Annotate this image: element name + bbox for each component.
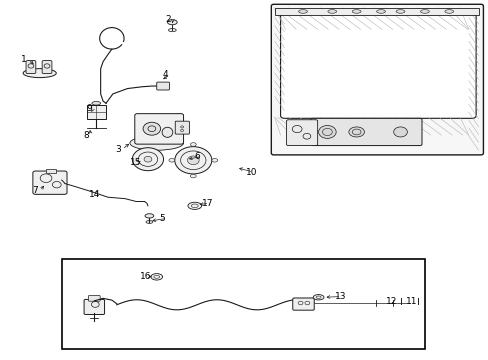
Bar — [61, 259, 424, 348]
Text: 13: 13 — [334, 292, 346, 301]
Circle shape — [144, 156, 152, 162]
Text: 11: 11 — [406, 297, 417, 306]
Ellipse shape — [298, 10, 307, 13]
Bar — [46, 169, 56, 173]
Text: 7: 7 — [32, 186, 38, 195]
Text: 17: 17 — [202, 199, 213, 208]
FancyBboxPatch shape — [135, 114, 183, 144]
Circle shape — [187, 156, 199, 165]
Ellipse shape — [327, 10, 336, 13]
FancyBboxPatch shape — [33, 171, 67, 194]
Text: 4: 4 — [162, 71, 168, 80]
Ellipse shape — [351, 10, 360, 13]
FancyBboxPatch shape — [26, 60, 36, 73]
Circle shape — [318, 126, 335, 138]
FancyBboxPatch shape — [157, 82, 169, 90]
Text: 9: 9 — [86, 104, 92, 113]
Ellipse shape — [444, 10, 453, 13]
Ellipse shape — [162, 127, 172, 137]
Ellipse shape — [168, 28, 176, 32]
Ellipse shape — [420, 10, 428, 13]
Ellipse shape — [395, 10, 404, 13]
Ellipse shape — [130, 136, 183, 150]
Ellipse shape — [190, 174, 196, 178]
Circle shape — [393, 127, 407, 137]
Ellipse shape — [211, 158, 217, 162]
Text: 12: 12 — [385, 297, 396, 306]
Ellipse shape — [190, 143, 196, 146]
Text: 2: 2 — [165, 15, 171, 24]
Ellipse shape — [146, 221, 153, 224]
Text: 15: 15 — [130, 158, 141, 167]
FancyBboxPatch shape — [280, 10, 475, 118]
Ellipse shape — [151, 274, 162, 280]
FancyBboxPatch shape — [86, 105, 106, 119]
Text: 14: 14 — [88, 190, 100, 199]
Ellipse shape — [313, 294, 324, 300]
Ellipse shape — [145, 214, 154, 218]
Ellipse shape — [187, 202, 201, 210]
Circle shape — [143, 122, 160, 135]
Ellipse shape — [376, 10, 385, 13]
Circle shape — [132, 148, 163, 171]
Ellipse shape — [92, 102, 101, 105]
FancyBboxPatch shape — [84, 300, 104, 315]
FancyBboxPatch shape — [292, 298, 314, 310]
FancyBboxPatch shape — [310, 118, 421, 145]
Ellipse shape — [348, 127, 364, 137]
Text: 1: 1 — [21, 55, 27, 64]
Ellipse shape — [168, 158, 174, 162]
Text: 8: 8 — [83, 131, 89, 140]
Text: 16: 16 — [140, 271, 151, 280]
FancyBboxPatch shape — [175, 121, 189, 134]
FancyBboxPatch shape — [88, 296, 100, 301]
Text: 10: 10 — [245, 168, 257, 177]
Text: 6: 6 — [194, 152, 200, 161]
FancyBboxPatch shape — [271, 4, 483, 155]
Text: 5: 5 — [159, 214, 164, 223]
FancyBboxPatch shape — [286, 120, 317, 145]
Circle shape — [174, 147, 211, 174]
Ellipse shape — [167, 20, 177, 25]
Text: 3: 3 — [115, 145, 121, 154]
Bar — [274, 8, 478, 15]
FancyBboxPatch shape — [42, 60, 52, 73]
Ellipse shape — [23, 69, 56, 78]
